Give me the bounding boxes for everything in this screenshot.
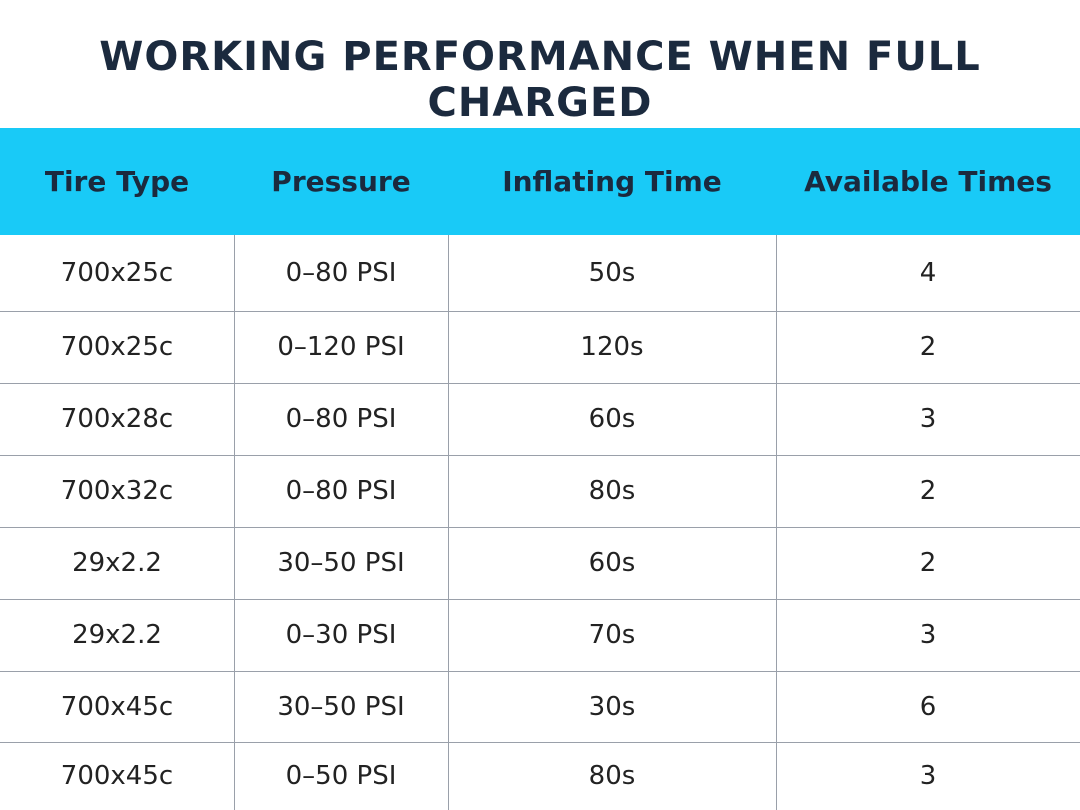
title: WORKING PERFORMANCE WHEN FULL CHARGED bbox=[99, 34, 981, 126]
table-cell: 30s bbox=[588, 691, 636, 722]
row-divider bbox=[0, 599, 1080, 600]
table-cell: 2 bbox=[919, 548, 937, 578]
table-cell: 30–50 PSI bbox=[277, 548, 405, 578]
row-divider bbox=[0, 742, 1080, 743]
table-cell: 0–80 PSI bbox=[285, 404, 397, 434]
table-cell: 700x25c bbox=[60, 258, 174, 288]
table-cell: 30–50 PSI bbox=[277, 691, 405, 722]
table-cell: 3 bbox=[919, 620, 937, 650]
row-divider bbox=[0, 383, 1080, 384]
header-band bbox=[0, 128, 1080, 235]
table-cell: 2 bbox=[919, 476, 937, 506]
table-cell: 700x28c bbox=[60, 404, 174, 434]
column-header: Inflating Time bbox=[502, 165, 722, 198]
table-cell: 80s bbox=[588, 761, 636, 791]
table-cell: 0–30 PSI bbox=[285, 620, 397, 650]
column-header: Pressure bbox=[271, 165, 411, 198]
table-cell: 700x45c bbox=[60, 691, 174, 722]
table-cell: 3 bbox=[919, 404, 937, 434]
table-cell: 0–120 PSI bbox=[277, 332, 405, 362]
table-cell: 0–80 PSI bbox=[285, 476, 397, 506]
table-cell: 6 bbox=[919, 691, 937, 722]
table-cell: 700x45c bbox=[60, 761, 174, 791]
column-divider bbox=[234, 235, 235, 810]
row-divider bbox=[0, 527, 1080, 528]
table-cell: 0–50 PSI bbox=[285, 761, 397, 791]
table-cell: 120s bbox=[580, 332, 644, 362]
column-header: Available Times bbox=[804, 165, 1052, 198]
table-cell: 60s bbox=[588, 404, 636, 434]
table-cell: 4 bbox=[919, 258, 937, 288]
column-divider bbox=[448, 235, 449, 810]
column-divider bbox=[776, 235, 777, 810]
row-divider bbox=[0, 311, 1080, 312]
table-cell: 60s bbox=[588, 548, 636, 578]
row-divider bbox=[0, 455, 1080, 456]
table-cell: 0–80 PSI bbox=[285, 258, 397, 288]
table-cell: 2 bbox=[919, 332, 937, 362]
table-cell: 700x32c bbox=[60, 476, 174, 506]
table-cell: 700x25c bbox=[60, 332, 174, 362]
table-cell: 29x2.2 bbox=[72, 548, 162, 578]
table-cell: 80s bbox=[588, 476, 636, 506]
table-cell: 70s bbox=[588, 620, 636, 650]
table-cell: 3 bbox=[919, 761, 937, 791]
table-cell: 50s bbox=[588, 258, 636, 288]
table-cell: 29x2.2 bbox=[72, 620, 162, 650]
row-divider bbox=[0, 671, 1080, 672]
column-header: Tire Type bbox=[44, 165, 190, 198]
